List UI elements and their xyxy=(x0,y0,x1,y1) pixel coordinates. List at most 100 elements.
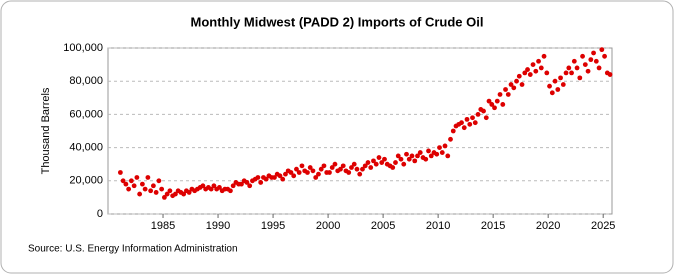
data-point xyxy=(409,153,415,159)
data-point xyxy=(544,70,550,76)
data-point xyxy=(406,156,412,162)
data-point xyxy=(519,82,525,87)
data-point xyxy=(505,92,511,97)
data-point xyxy=(442,143,448,149)
data-point xyxy=(145,175,151,180)
data-point xyxy=(258,180,264,185)
data-point xyxy=(332,161,338,167)
data-point xyxy=(288,170,294,175)
data-point xyxy=(313,175,319,180)
data-point xyxy=(321,163,327,169)
x-tick-label: 2010 xyxy=(426,220,450,232)
data-point xyxy=(338,166,343,172)
data-point xyxy=(555,87,561,92)
y-tick-label: 80,000 xyxy=(69,75,103,87)
data-point xyxy=(404,151,409,157)
data-point xyxy=(186,190,192,195)
y-tick-label: 60,000 xyxy=(69,108,103,120)
data-point xyxy=(164,191,170,197)
data-point xyxy=(607,72,613,77)
data-point xyxy=(467,121,473,127)
data-point xyxy=(549,90,555,96)
data-point xyxy=(428,153,434,159)
data-point xyxy=(346,170,352,175)
data-point xyxy=(131,183,137,189)
data-point xyxy=(470,115,475,121)
data-point xyxy=(291,173,297,179)
data-point xyxy=(398,156,404,162)
data-point xyxy=(357,171,363,177)
y-tick-label: 40,000 xyxy=(69,142,103,154)
data-point xyxy=(530,62,536,67)
data-point xyxy=(547,83,552,89)
data-point xyxy=(486,98,492,104)
data-point xyxy=(371,158,376,164)
data-point xyxy=(126,186,132,192)
x-tick-label: 1995 xyxy=(261,220,285,232)
data-point xyxy=(340,163,346,169)
data-point xyxy=(582,62,588,67)
y-tick-label: 20,000 xyxy=(69,175,103,187)
data-point xyxy=(525,67,530,72)
data-point xyxy=(591,50,596,56)
data-point xyxy=(217,185,222,190)
data-point xyxy=(448,136,453,142)
data-point xyxy=(368,165,374,170)
data-point xyxy=(123,181,129,187)
data-point xyxy=(437,145,442,151)
data-point xyxy=(569,70,574,76)
data-point xyxy=(511,85,517,91)
data-point xyxy=(426,148,431,154)
data-point xyxy=(280,176,286,182)
data-point xyxy=(142,186,148,192)
data-point xyxy=(161,195,167,200)
data-point xyxy=(208,186,214,192)
data-point xyxy=(533,68,539,74)
data-point xyxy=(489,102,495,107)
data-point xyxy=(571,58,577,64)
data-point xyxy=(362,163,368,169)
data-point xyxy=(461,125,467,131)
data-point xyxy=(318,166,324,172)
data-point xyxy=(401,161,407,167)
data-point xyxy=(552,78,558,84)
data-point xyxy=(373,161,379,167)
data-point xyxy=(351,161,357,167)
data-point xyxy=(379,160,385,165)
data-point xyxy=(415,153,420,159)
data-point xyxy=(310,168,316,174)
data-point xyxy=(536,58,541,64)
data-point xyxy=(211,183,217,189)
data-point xyxy=(475,112,481,117)
data-point xyxy=(305,170,310,175)
data-point xyxy=(393,160,398,165)
data-point xyxy=(244,180,250,185)
data-point xyxy=(395,153,401,159)
data-point xyxy=(230,183,236,189)
data-point xyxy=(580,53,585,59)
x-tick-label: 2000 xyxy=(316,220,340,232)
data-point xyxy=(500,102,506,107)
data-point xyxy=(439,150,445,155)
data-point xyxy=(574,65,580,71)
y-tick-label: 0 xyxy=(97,208,103,220)
data-point xyxy=(181,191,187,197)
data-point xyxy=(150,183,156,189)
data-point xyxy=(120,178,126,184)
data-point xyxy=(167,188,173,194)
data-point xyxy=(577,75,583,81)
data-point xyxy=(483,115,489,121)
data-point xyxy=(156,178,162,184)
data-point xyxy=(538,65,544,71)
x-tick-label: 2020 xyxy=(536,220,560,232)
data-point xyxy=(117,170,123,175)
data-point xyxy=(593,58,599,64)
data-point xyxy=(134,175,140,180)
data-point xyxy=(354,166,360,172)
data-point xyxy=(239,181,244,187)
data-point xyxy=(200,183,206,189)
data-point xyxy=(329,165,335,170)
data-point xyxy=(508,82,514,87)
data-point xyxy=(272,175,277,180)
